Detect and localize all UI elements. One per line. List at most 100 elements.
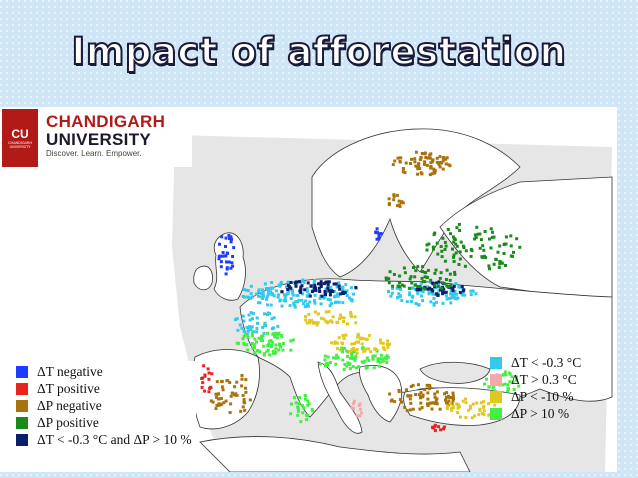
anomaly-pixel	[383, 356, 387, 360]
anomaly-pixel	[482, 405, 486, 409]
anomaly-pixel	[269, 290, 273, 294]
anomaly-pixel	[421, 393, 425, 397]
anomaly-pixel	[330, 320, 334, 324]
anomaly-pixel	[303, 394, 307, 397]
anomaly-pixel	[272, 326, 276, 330]
anomaly-pixel	[267, 289, 270, 293]
university-logo: CU CHANDIGARH UNIVERSITY CHANDIGARH UNIV…	[2, 109, 192, 167]
anomaly-pixel	[346, 322, 350, 326]
anomaly-pixel	[444, 157, 447, 161]
legend-label: ΔP < -10 %	[511, 388, 574, 404]
anomaly-pixel	[411, 407, 415, 411]
anomaly-pixel	[221, 251, 225, 254]
anomaly-pixel	[400, 283, 404, 287]
anomaly-pixel	[451, 289, 455, 293]
anomaly-pixel	[376, 359, 380, 363]
anomaly-pixel	[463, 264, 467, 268]
anomaly-pixel	[434, 300, 438, 304]
anomaly-pixel	[292, 302, 296, 306]
anomaly-pixel	[474, 236, 478, 239]
anomaly-pixel	[310, 319, 314, 323]
anomaly-pixel	[244, 288, 248, 292]
anomaly-pixel	[240, 374, 244, 377]
anomaly-pixel	[451, 287, 455, 291]
anomaly-pixel	[416, 284, 420, 288]
legend-item: ΔT < -0.3 °C and ΔP > 10 %	[16, 431, 192, 448]
anomaly-pixel	[372, 366, 376, 370]
anomaly-pixel	[265, 295, 269, 299]
anomaly-pixel	[314, 288, 318, 292]
anomaly-pixel	[323, 290, 327, 293]
legend-item: ΔT positive	[16, 380, 192, 397]
anomaly-pixel	[507, 387, 510, 391]
anomaly-pixel	[408, 408, 412, 412]
anomaly-pixel	[345, 294, 349, 297]
anomaly-pixel	[425, 163, 429, 167]
anomaly-pixel	[350, 406, 354, 410]
anomaly-pixel	[266, 303, 270, 307]
anomaly-pixel	[253, 337, 257, 341]
anomaly-pixel	[346, 361, 350, 365]
anomaly-pixel	[280, 334, 284, 337]
anomaly-pixel	[350, 355, 354, 359]
anomaly-pixel	[244, 390, 248, 394]
anomaly-pixel	[354, 366, 358, 370]
anomaly-pixel	[353, 315, 357, 319]
anomaly-pixel	[329, 286, 333, 290]
anomaly-pixel	[367, 334, 371, 338]
anomaly-pixel	[401, 167, 405, 170]
anomaly-pixel	[275, 336, 279, 340]
anomaly-pixel	[322, 317, 326, 321]
anomaly-pixel	[241, 294, 245, 298]
anomaly-pixel	[211, 400, 215, 404]
anomaly-pixel	[389, 294, 393, 298]
anomaly-pixel	[467, 408, 471, 412]
legend-item: ΔT > 0.3 °C	[490, 371, 581, 388]
anomaly-pixel	[225, 260, 228, 264]
anomaly-pixel	[403, 271, 407, 275]
anomaly-pixel	[454, 251, 458, 255]
anomaly-pixel	[355, 348, 359, 352]
anomaly-pixel	[312, 299, 316, 303]
anomaly-pixel	[487, 264, 491, 268]
anomaly-pixel	[429, 280, 433, 284]
anomaly-pixel	[420, 152, 424, 155]
anomaly-pixel	[356, 335, 360, 339]
anomaly-pixel	[265, 287, 268, 290]
anomaly-pixel	[341, 286, 345, 290]
anomaly-pixel	[278, 299, 282, 303]
anomaly-pixel	[337, 281, 341, 285]
anomaly-pixel	[456, 296, 460, 300]
anomaly-pixel	[473, 414, 477, 418]
anomaly-pixel	[217, 257, 221, 261]
anomaly-pixel	[323, 358, 327, 362]
anomaly-pixel	[439, 288, 442, 292]
anomaly-pixel	[255, 330, 259, 334]
anomaly-pixel	[458, 405, 461, 409]
anomaly-pixel	[395, 204, 399, 208]
anomaly-pixel	[431, 158, 435, 162]
anomaly-pixel	[292, 396, 296, 399]
anomaly-pixel	[294, 300, 298, 304]
anomaly-pixel	[326, 355, 330, 359]
anomaly-pixel	[452, 253, 456, 257]
anomaly-pixel	[452, 255, 455, 259]
anomaly-pixel	[376, 357, 380, 361]
anomaly-pixel	[253, 346, 256, 350]
anomaly-pixel	[430, 281, 434, 285]
anomaly-pixel	[270, 292, 274, 296]
anomaly-pixel	[240, 326, 244, 330]
land-balkans	[359, 365, 403, 423]
anomaly-pixel	[396, 284, 400, 288]
anomaly-pixel	[392, 273, 396, 276]
anomaly-pixel	[341, 358, 345, 362]
anomaly-pixel	[293, 281, 297, 285]
anomaly-pixel	[404, 161, 408, 165]
anomaly-pixel	[453, 270, 457, 274]
anomaly-pixel	[398, 295, 402, 299]
anomaly-pixel	[216, 392, 220, 396]
anomaly-pixel	[403, 171, 407, 175]
anomaly-pixel	[475, 225, 479, 229]
anomaly-pixel	[419, 282, 423, 286]
anomaly-pixel	[305, 414, 309, 417]
